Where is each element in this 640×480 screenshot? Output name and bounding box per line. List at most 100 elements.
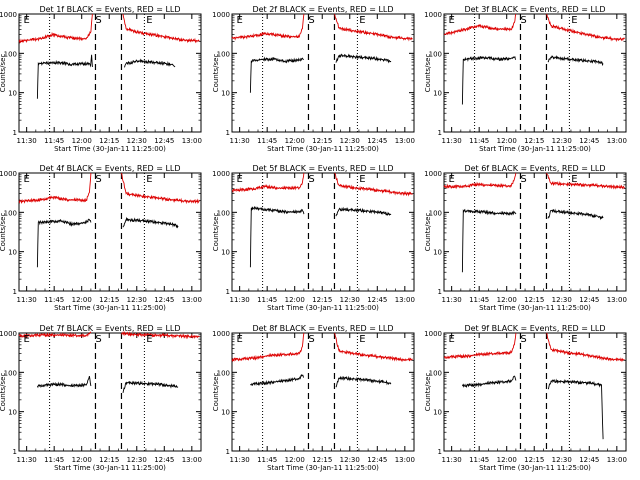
marker-label-end: E <box>571 15 577 26</box>
y-tick-label: 100 <box>217 209 230 217</box>
x-tick-label: 12:45 <box>367 456 387 464</box>
events-series-line <box>335 206 392 217</box>
y-tick-label: 1000 <box>424 11 442 19</box>
chart-title: Det 5f BLACK = Events, RED = LLD <box>252 164 393 173</box>
chart-panel-2: Det 2f BLACK = Events, RED = LLD 1 10 100 10… <box>212 5 415 153</box>
y-tick-label: 100 <box>217 369 230 377</box>
x-tick-label: 13:00 <box>395 456 415 464</box>
chart-title: Det 3f BLACK = Events, RED = LLD <box>464 5 605 14</box>
y-axis-label: Counts/sec <box>212 373 220 412</box>
marker-label: S <box>308 15 314 26</box>
chart-panel-9: Det 9f BLACK = Events, RED = LLD 1 10 100 10… <box>424 324 627 472</box>
x-tick-label: 11:45 <box>469 137 489 145</box>
marker-label: E <box>23 334 29 345</box>
chart-panel-1: Det 1f BLACK = Events, RED = LLD 1 10 100 10… <box>0 5 202 153</box>
lld-series-line <box>334 172 413 197</box>
plot-frame <box>443 13 627 133</box>
plot-frame <box>231 332 415 452</box>
marker-label-end: E <box>571 174 577 185</box>
events-series-line <box>36 54 93 99</box>
x-tick-label: 12:00 <box>497 137 517 145</box>
x-tick-label: 12:15 <box>99 296 119 304</box>
y-tick-label: 1 <box>438 288 442 296</box>
y-tick-label: 100 <box>429 50 442 58</box>
lld-series-line <box>443 172 517 190</box>
y-tick-label: 1000 <box>424 330 442 338</box>
lld-series-line <box>443 332 517 360</box>
marker-label-end: E <box>359 334 365 345</box>
x-tick-label: 12:00 <box>497 456 517 464</box>
chart-title: Det 6f BLACK = Events, RED = LLD <box>464 164 605 173</box>
x-tick-label: 13:00 <box>607 296 627 304</box>
marker-label-end: E <box>146 174 152 185</box>
events-series-line <box>547 378 604 440</box>
y-tick-label: 1 <box>226 448 230 456</box>
x-tick-label: 12:15 <box>524 456 544 464</box>
events-series-line <box>124 58 176 68</box>
chart-title: Det 2f BLACK = Events, RED = LLD <box>252 5 393 14</box>
events-series-line <box>461 375 517 388</box>
x-tick-label: 13:00 <box>182 456 202 464</box>
x-tick-label: 13:00 <box>607 456 627 464</box>
x-tick-label: 11:45 <box>469 296 489 304</box>
x-tick-label: 12:00 <box>497 296 517 304</box>
marker-label: E <box>448 334 454 345</box>
y-tick-label: 100 <box>429 209 442 217</box>
marker-label-end: E <box>359 174 365 185</box>
chart-title: Det 1f BLACK = Events, RED = LLD <box>39 5 180 14</box>
x-tick-label: 12:15 <box>312 296 332 304</box>
events-series-line <box>547 208 604 221</box>
plot-frame <box>443 172 627 292</box>
y-axis-label: Counts/sec <box>424 54 432 93</box>
y-tick-label: 100 <box>217 50 230 58</box>
chart-panel-7: Det 7f BLACK = Events, RED = LLD 1 10 100 10… <box>0 324 202 472</box>
y-tick-label: 1 <box>13 448 17 456</box>
x-tick-label: 12:30 <box>340 137 360 145</box>
events-series-line <box>547 55 604 67</box>
y-tick-label: 10 <box>221 90 230 98</box>
lld-series-line <box>443 13 517 36</box>
x-tick-label: 12:00 <box>285 296 305 304</box>
x-tick-label: 12:30 <box>552 296 572 304</box>
events-series-line <box>122 216 179 229</box>
y-tick-label: 1 <box>13 129 17 137</box>
x-tick-label: 11:30 <box>230 296 250 304</box>
x-axis-label: Start Time (30-Jan-11 11:25:00) <box>267 145 379 153</box>
x-tick-label: 13:00 <box>395 296 415 304</box>
lld-series-line <box>18 331 92 339</box>
lld-series-line <box>231 172 305 194</box>
y-tick-label: 1 <box>226 288 230 296</box>
x-tick-label: 12:15 <box>99 456 119 464</box>
events-series-line <box>335 53 392 64</box>
y-axis-label: Counts/sec <box>0 54 7 93</box>
x-tick-label: 12:45 <box>579 296 599 304</box>
marker-label: S <box>308 334 314 345</box>
x-tick-label: 11:30 <box>17 296 37 304</box>
marker-label: E <box>236 334 242 345</box>
marker-label: E <box>448 15 454 26</box>
marker-label: S <box>520 15 526 26</box>
marker-label: S <box>520 334 526 345</box>
x-tick-label: 12:00 <box>72 296 92 304</box>
x-axis-label: Start Time (30-Jan-11 11:25:00) <box>54 464 166 472</box>
x-tick-label: 12:15 <box>312 137 332 145</box>
chart-panel-6: Det 6f BLACK = Events, RED = LLD 1 10 100 10… <box>424 164 627 312</box>
marker-label: E <box>448 174 454 185</box>
marker-label: E <box>236 174 242 185</box>
events-series-line <box>250 373 304 387</box>
x-tick-label: 12:45 <box>367 296 387 304</box>
y-tick-label: 10 <box>433 90 442 98</box>
x-tick-label: 12:30 <box>552 456 572 464</box>
marker-label-end: E <box>359 15 365 26</box>
lld-series-line <box>334 332 413 362</box>
x-tick-label: 12:15 <box>99 137 119 145</box>
x-tick-label: 12:45 <box>579 137 599 145</box>
marker-label: S <box>95 174 101 185</box>
events-series-line <box>335 375 392 388</box>
x-axis-label: Start Time (30-Jan-11 11:25:00) <box>54 304 166 312</box>
marker-label-end: E <box>571 334 577 345</box>
x-tick-label: 11:45 <box>257 137 277 145</box>
marker-label: S <box>95 334 101 345</box>
lld-series-line <box>231 13 305 41</box>
y-tick-label: 1000 <box>424 170 442 178</box>
